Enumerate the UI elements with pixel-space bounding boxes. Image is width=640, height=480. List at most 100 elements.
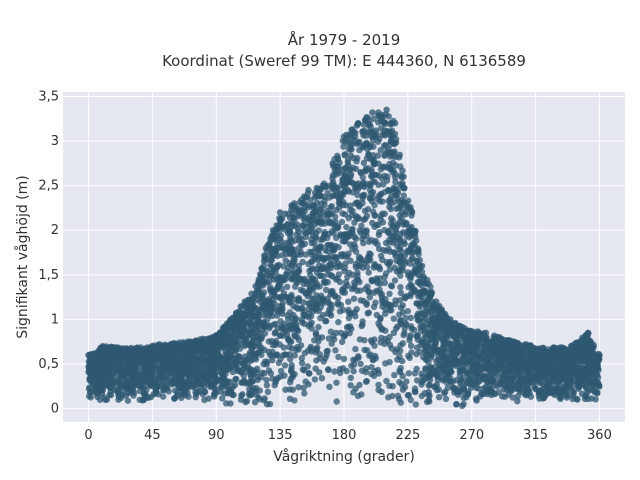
data-point (514, 393, 522, 400)
data-point (311, 194, 319, 201)
data-point (161, 341, 169, 348)
data-point (331, 368, 338, 375)
data-point (353, 306, 360, 313)
data-point (371, 342, 378, 349)
data-point (402, 314, 409, 322)
data-point (372, 299, 379, 306)
data-point (344, 140, 352, 147)
data-point (385, 261, 392, 268)
chart-title-line1: År 1979 - 2019 (288, 30, 401, 49)
data-point (515, 366, 522, 374)
data-point (386, 358, 393, 366)
data-point (289, 259, 297, 266)
data-point (555, 355, 562, 363)
data-point (165, 388, 172, 395)
data-point (386, 239, 393, 246)
data-point (453, 376, 460, 384)
data-point (350, 368, 357, 375)
data-point (413, 377, 421, 384)
data-point (295, 384, 302, 391)
data-point (168, 377, 175, 385)
data-point (326, 194, 333, 201)
data-point (391, 277, 399, 284)
data-point (468, 352, 475, 359)
data-point (327, 260, 334, 268)
data-point (263, 361, 270, 368)
data-point (365, 288, 372, 295)
data-point (336, 159, 343, 166)
data-point (282, 271, 290, 278)
data-point (354, 154, 361, 162)
data-point (359, 193, 367, 200)
data-point (319, 236, 326, 243)
data-point (315, 251, 323, 258)
data-point (319, 311, 327, 319)
data-point (384, 186, 392, 194)
data-point (311, 337, 318, 344)
data-point (336, 308, 344, 315)
data-point (386, 160, 393, 168)
data-point (378, 325, 386, 332)
data-point (252, 387, 259, 395)
data-point (352, 385, 359, 392)
data-point (217, 336, 224, 343)
data-point (443, 369, 451, 377)
data-point (341, 165, 348, 172)
data-point (352, 345, 359, 353)
data-point (365, 180, 372, 188)
data-point (277, 367, 285, 375)
data-point (370, 115, 377, 123)
data-point (527, 352, 534, 359)
data-point (514, 398, 521, 405)
data-point (277, 355, 284, 363)
data-point (308, 275, 316, 283)
data-point (375, 381, 382, 389)
data-point (269, 342, 277, 349)
data-point (401, 252, 409, 259)
data-point (488, 391, 495, 399)
data-point (529, 375, 537, 382)
data-point (185, 383, 192, 390)
data-point (205, 395, 212, 402)
data-point (480, 385, 488, 392)
data-point (409, 241, 417, 248)
data-point (118, 391, 126, 399)
data-point (391, 371, 398, 379)
data-point (325, 366, 332, 373)
data-point (458, 379, 466, 386)
data-point (275, 261, 283, 269)
data-point (312, 208, 319, 215)
data-point (85, 385, 93, 392)
data-point (354, 392, 362, 400)
data-point (394, 392, 402, 399)
data-point (549, 360, 556, 367)
data-point (387, 282, 395, 289)
data-point (471, 339, 478, 346)
data-point (316, 205, 324, 213)
data-point (383, 377, 390, 385)
data-point (330, 229, 337, 237)
data-point (363, 228, 370, 236)
data-point (263, 376, 270, 384)
data-point (499, 344, 506, 351)
data-point (124, 350, 131, 357)
data-point (269, 245, 276, 253)
data-point (519, 353, 527, 360)
data-point (300, 228, 308, 236)
data-point (375, 231, 383, 238)
data-point (193, 359, 200, 367)
data-point (289, 345, 296, 352)
data-point (318, 265, 325, 273)
data-point (101, 394, 108, 401)
data-point (328, 203, 335, 210)
data-point (463, 394, 470, 401)
data-point (338, 181, 345, 189)
data-point (361, 346, 368, 354)
data-point (356, 146, 363, 154)
data-point (490, 378, 497, 385)
data-point (333, 184, 340, 191)
chart-title-line2: Koordinat (Sweref 99 TM): E 444360, N 61… (162, 52, 526, 70)
data-point (341, 283, 348, 291)
data-point (378, 175, 386, 182)
data-point (426, 364, 434, 371)
